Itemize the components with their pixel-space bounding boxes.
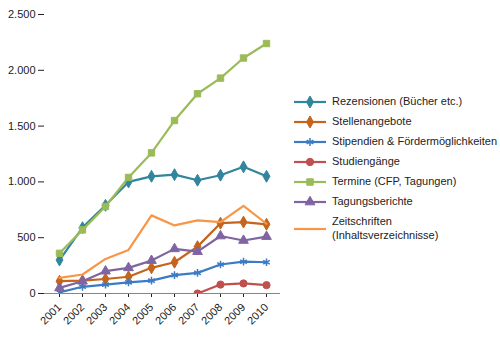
svg-text:2004: 2004 <box>107 301 133 327</box>
svg-text:2001: 2001 <box>38 301 64 327</box>
svg-text:2.000: 2.000 <box>8 64 36 76</box>
html-text:Studiengänge: Studiengänge <box>332 154 400 167</box>
svg-text:0: 0 <box>29 287 35 299</box>
svg-text:2010: 2010 <box>245 301 271 327</box>
svg-text:2005: 2005 <box>130 301 156 327</box>
svg-text:2009: 2009 <box>222 301 248 327</box>
svg-text:1.500: 1.500 <box>8 120 36 132</box>
svg-text:1.000: 1.000 <box>8 175 36 187</box>
svg-text:2006: 2006 <box>153 301 179 327</box>
html-text:Tagungsberichte: Tagungsberichte <box>332 194 413 207</box>
html-text:Termine (CFP, Tagungen): Termine (CFP, Tagungen) <box>332 174 457 187</box>
html-text:Zeitschriften (Inhaltsverzeich: Zeitschriften (Inhaltsverzeichnisse) <box>332 214 439 241</box>
html-text:Stellenangebote: Stellenangebote <box>332 114 412 127</box>
svg-text:2003: 2003 <box>84 301 110 327</box>
svg-text:2002: 2002 <box>61 301 87 327</box>
svg-text:500: 500 <box>17 231 35 243</box>
svg-text:2007: 2007 <box>176 301 202 327</box>
svg-text:2008: 2008 <box>199 301 225 327</box>
html-text:Stipendien & Fördermöglichkeit: Stipendien & Fördermöglichkeiten <box>332 134 498 147</box>
html-text:Rezensionen (Bücher etc.): Rezensionen (Bücher etc.) <box>332 94 463 107</box>
svg-text:2.500: 2.500 <box>8 8 36 20</box>
